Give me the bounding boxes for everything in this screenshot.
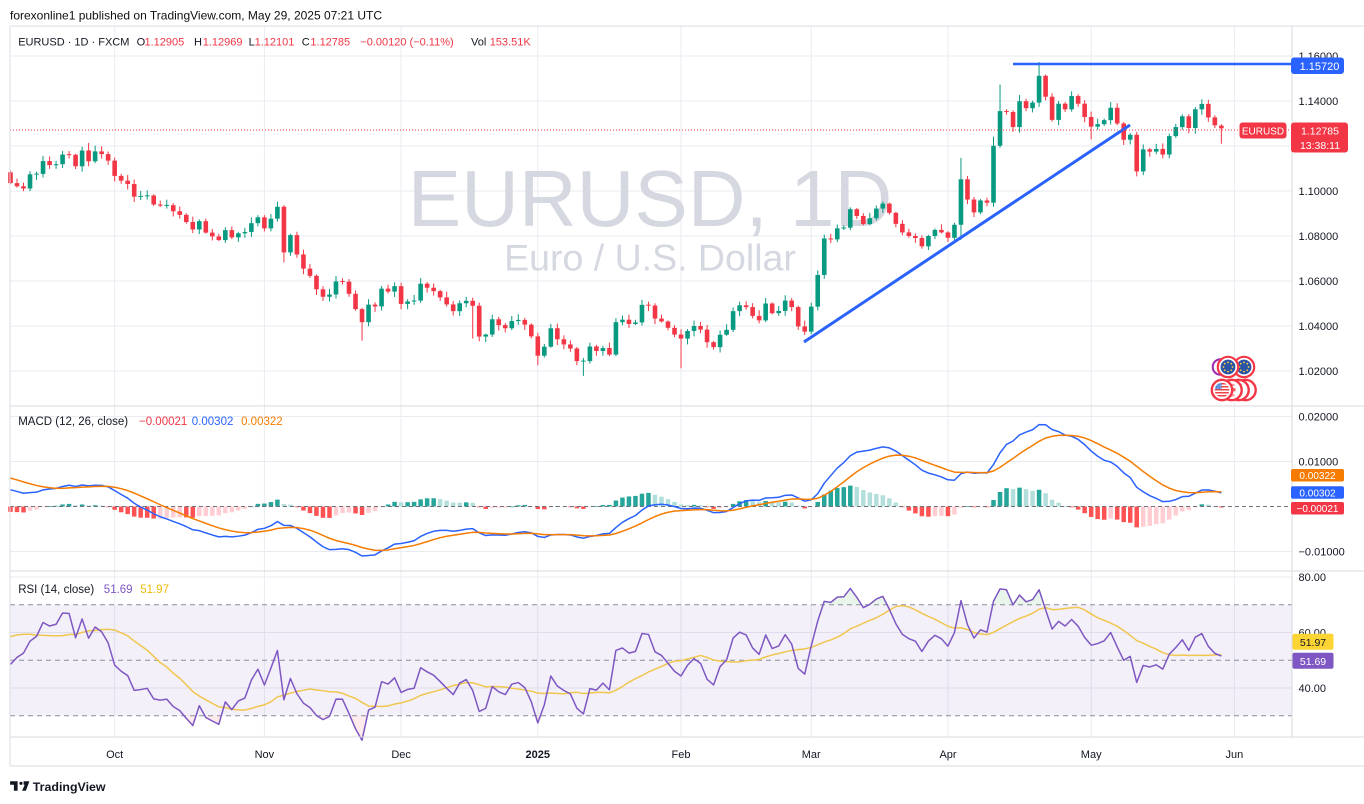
svg-text:−0.00120 (−0.11%): −0.00120 (−0.11%) <box>360 36 453 48</box>
svg-text:40.00: 40.00 <box>1299 683 1327 695</box>
svg-text:C: C <box>302 36 310 48</box>
svg-text:1.12905: 1.12905 <box>145 36 185 48</box>
svg-text:1.02000: 1.02000 <box>1299 366 1339 378</box>
svg-text:51.97: 51.97 <box>1300 637 1326 649</box>
svg-text:1.10000: 1.10000 <box>1299 186 1339 198</box>
svg-text:2025: 2025 <box>526 749 550 761</box>
svg-text:EURUSD: EURUSD <box>1242 127 1284 138</box>
svg-text:1.12785: 1.12785 <box>1301 126 1339 138</box>
svg-text:−0.01000: −0.01000 <box>1299 547 1345 559</box>
svg-text:Mar: Mar <box>802 749 821 761</box>
svg-text:Euro / U.S. Dollar: Euro / U.S. Dollar <box>504 237 796 279</box>
svg-text:May: May <box>1081 749 1102 761</box>
svg-text:0.01000: 0.01000 <box>1299 457 1339 469</box>
svg-text:0.00302: 0.00302 <box>1299 488 1336 499</box>
svg-text:Dec: Dec <box>391 749 411 761</box>
svg-text:H: H <box>194 36 202 48</box>
svg-text:RSI (14, close): RSI (14, close) <box>18 584 94 596</box>
svg-text:80.00: 80.00 <box>1299 572 1327 584</box>
svg-text:Nov: Nov <box>255 749 275 761</box>
svg-text:−0.00021: −0.00021 <box>139 416 187 428</box>
svg-text:EURUSD · 1D · FXCM: EURUSD · 1D · FXCM <box>18 36 129 48</box>
svg-text:1.04000: 1.04000 <box>1299 321 1339 333</box>
svg-text:0.02000: 0.02000 <box>1299 412 1339 424</box>
svg-text:1.12969: 1.12969 <box>203 36 243 48</box>
svg-text:1.12785: 1.12785 <box>310 36 350 48</box>
svg-text:Jun: Jun <box>1226 749 1244 761</box>
svg-text:Feb: Feb <box>672 749 691 761</box>
svg-text:TradingView: TradingView <box>33 780 106 794</box>
svg-text:forexonline1 published on Trad: forexonline1 published on TradingView.co… <box>10 9 382 23</box>
svg-text:Apr: Apr <box>939 749 956 761</box>
svg-text:MACD (12, 26, close): MACD (12, 26, close) <box>18 416 128 428</box>
svg-text:0.00322: 0.00322 <box>241 416 283 428</box>
svg-text:EURUSD, 1D: EURUSD, 1D <box>408 154 893 243</box>
svg-text:51.97: 51.97 <box>140 584 169 596</box>
svg-text:153.51K: 153.51K <box>490 36 532 48</box>
svg-text:1.12101: 1.12101 <box>255 36 295 48</box>
svg-text:1.06000: 1.06000 <box>1299 276 1339 288</box>
svg-text:O: O <box>137 36 146 48</box>
svg-text:0.00302: 0.00302 <box>192 416 234 428</box>
svg-text:1.14000: 1.14000 <box>1299 96 1339 108</box>
svg-text:51.69: 51.69 <box>1300 656 1326 668</box>
svg-text:1.15720: 1.15720 <box>1300 61 1340 73</box>
svg-text:0.00322: 0.00322 <box>1299 471 1336 482</box>
svg-text:Vol: Vol <box>471 36 486 48</box>
svg-text:L: L <box>249 36 255 48</box>
svg-text:13:38:11: 13:38:11 <box>1300 140 1340 152</box>
svg-text:Oct: Oct <box>106 749 123 761</box>
svg-text:1.08000: 1.08000 <box>1299 231 1339 243</box>
svg-text:−0.00021: −0.00021 <box>1297 504 1339 515</box>
svg-text:51.69: 51.69 <box>104 584 133 596</box>
